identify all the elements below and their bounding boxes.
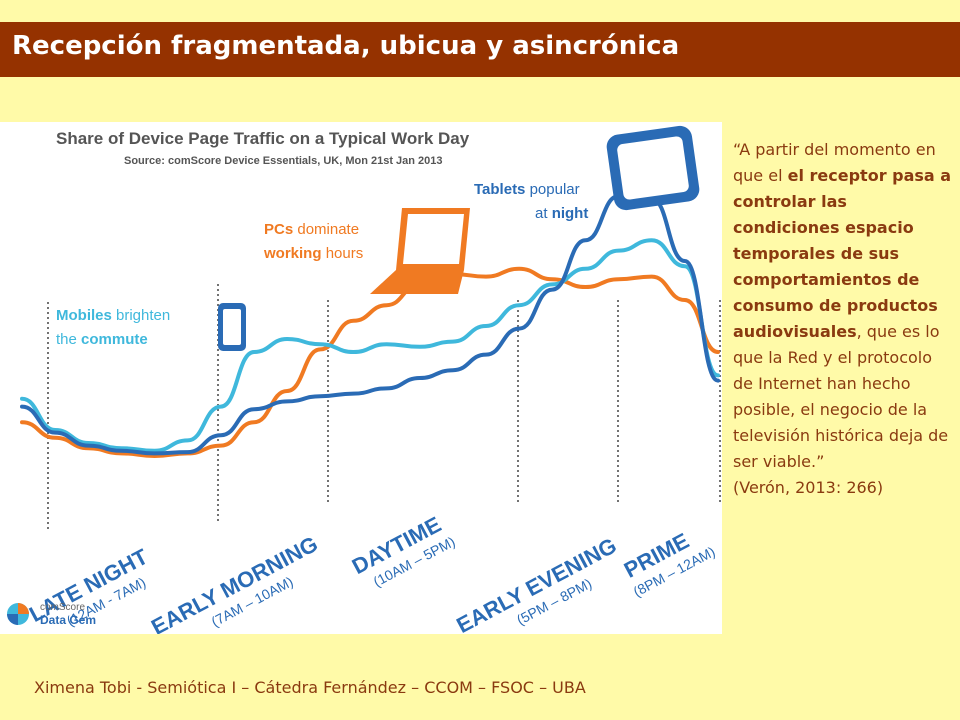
- period-label-group: DAYTIME(10AM – 5PM): [348, 512, 458, 590]
- svg-text:PCs dominate: PCs dominate: [264, 221, 359, 238]
- series-line-mobiles: [20, 238, 720, 453]
- annotation-pcs-a: PCs: [264, 221, 293, 238]
- brand-product: Data Gem: [40, 613, 96, 627]
- annotation-mobiles-b: brighten: [116, 307, 170, 324]
- period-label-group: EARLY EVENING(5PM – 8PM): [452, 533, 620, 634]
- quote-open: “A partir del momento en que el: [733, 140, 936, 185]
- series-line-tablets: [20, 193, 720, 456]
- annotation-mobiles-d: commute: [81, 331, 148, 348]
- period-dividers: [47, 284, 721, 532]
- annotation-tablets-b: popular: [530, 181, 580, 198]
- laptop-icon: [370, 208, 470, 294]
- annotation-tablets-c: at: [535, 205, 548, 222]
- quote-citation: (Verón, 2013: 266): [733, 478, 884, 497]
- svg-text:Mobiles brighten: Mobiles brighten: [56, 307, 170, 324]
- mobile-icon: [218, 303, 246, 351]
- annotation-pcs-b: dominate: [297, 221, 359, 238]
- title-bar: Recepción fragmentada, ubicua y asincrón…: [0, 22, 960, 77]
- svg-text:at night: at night: [535, 205, 588, 222]
- series-line-pcs: [20, 266, 720, 459]
- svg-text:working hours: working hours: [263, 245, 363, 262]
- annotation-tablets-a: Tablets: [474, 181, 525, 198]
- chart-source: Source: comScore Device Essentials, UK, …: [124, 155, 443, 167]
- data-series: [20, 193, 720, 459]
- svg-text:the commute: the commute: [56, 331, 148, 348]
- footer: Ximena Tobi - Semiótica I – Cátedra Fern…: [34, 678, 586, 697]
- quote-block: “A partir del momento en que el el recep…: [733, 137, 955, 501]
- traffic-chart: Share of Device Page Traffic on a Typica…: [7, 125, 721, 634]
- brand-name: comScore: [40, 602, 85, 613]
- traffic-chart-panel: Share of Device Page Traffic on a Typica…: [0, 122, 722, 634]
- chart-title: Share of Device Page Traffic on a Typica…: [56, 129, 470, 148]
- comscore-logo: [7, 603, 29, 625]
- annotation-pcs-c: working: [263, 245, 322, 262]
- period-label-group: PRIME(8PM – 12AM): [620, 528, 718, 600]
- annotation-pcs-d: hours: [326, 245, 364, 262]
- tablet-icon: [606, 125, 700, 211]
- quote-bold: el receptor pasa a controlar las condici…: [733, 166, 952, 341]
- quote-rest: , que es lo que la Red y el protocolo de…: [733, 322, 949, 471]
- period-labels: LATE NIGHT(12AM - 7AM)EARLY MORNING(7AM …: [25, 512, 718, 634]
- annotation-tablets-d: night: [552, 205, 589, 222]
- annotation-mobiles-a: Mobiles: [56, 307, 112, 324]
- annotation-mobiles-c: the: [56, 331, 77, 348]
- period-label-group: EARLY MORNING(7AM – 10AM): [147, 531, 322, 634]
- slide-title: Recepción fragmentada, ubicua y asincrón…: [12, 31, 680, 61]
- svg-text:Tablets popular: Tablets popular: [474, 181, 580, 198]
